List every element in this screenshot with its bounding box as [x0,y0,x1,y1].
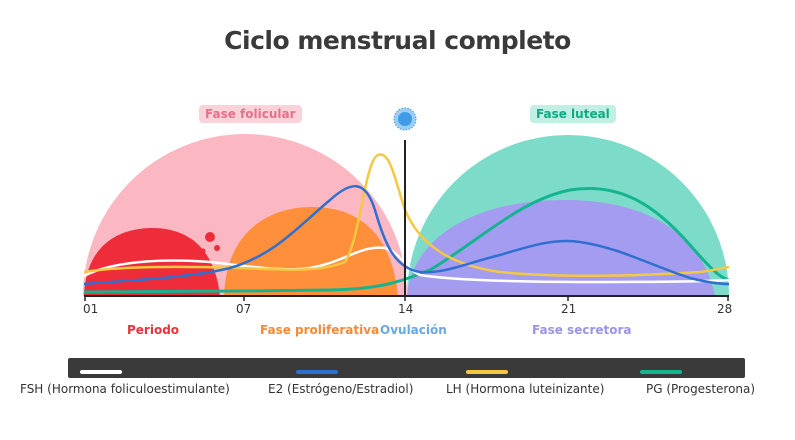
legend-label-lh: LH (Hormona luteinizante) [446,382,605,396]
ovum-icon [393,107,417,131]
legend-label-fsh: FSH (Hormona foliculoestimulante) [20,382,230,396]
legend-swatch-fsh [80,370,122,374]
secretory-area [407,200,715,296]
lh-curve [83,153,730,278]
blood-drops-icon [200,232,220,254]
tick-label: 01 [83,302,99,316]
tick-label: 28 [717,302,733,316]
legend-swatch-pg [640,370,682,374]
stage-label-period: Periodo [127,323,180,337]
legend-bar [68,358,745,378]
legend-swatch-e2 [296,370,338,374]
legend-swatch-lh [466,370,508,374]
x-axis-ticks [84,296,729,301]
tick-label: 21 [561,302,577,316]
page-title: Ciclo menstrual completo [224,26,571,55]
pg-curve [83,186,730,294]
stage-label-proliferative: Fase proliferativa [260,323,380,337]
follicular-phase-badge: Fase folicular [199,105,302,123]
tick-label: 14 [398,302,414,316]
stage-label-secretory: Fase secretora [532,323,632,337]
fsh-curve [83,246,730,284]
legend-label-e2: E2 (Estrógeno/Estradiol) [268,382,414,396]
tick-label: 07 [236,302,252,316]
legend-label-pg: PG (Progesterona) [646,382,756,396]
stage-label-ovulation: Ovulación [380,323,447,337]
proliferative-area [224,207,398,296]
e2-curve [83,184,730,286]
luteal-phase-badge: Fase luteal [530,105,616,123]
